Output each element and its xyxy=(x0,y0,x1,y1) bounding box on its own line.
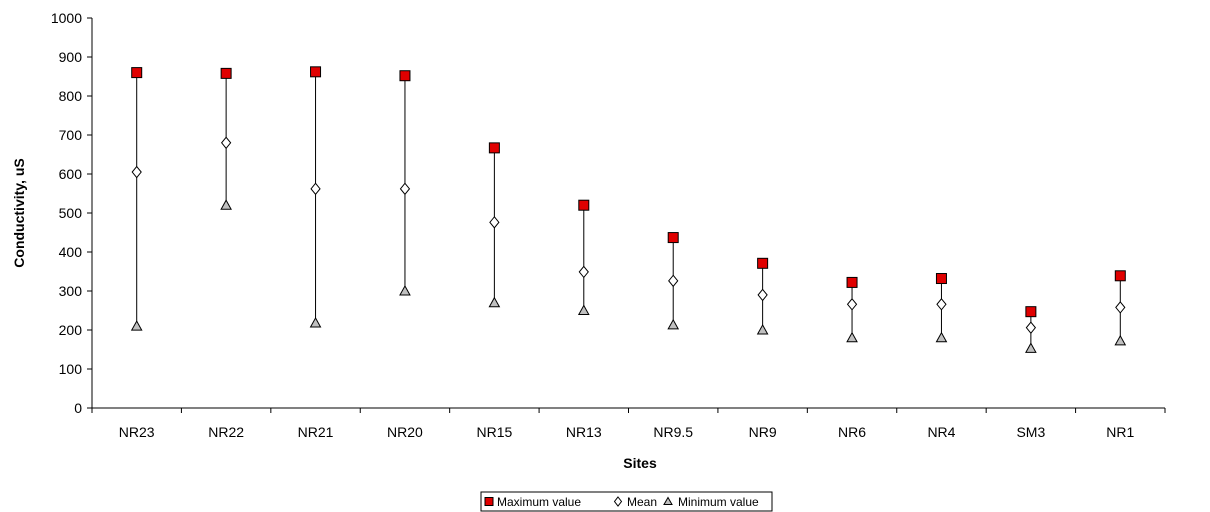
max-point xyxy=(310,66,322,78)
y-axis-title: Conductivity, uS xyxy=(11,158,27,267)
mean-point xyxy=(936,297,947,311)
x-tick-label: NR20 xyxy=(387,424,423,440)
legend-marker xyxy=(663,496,673,505)
mean-point xyxy=(131,165,142,179)
min-point xyxy=(935,331,948,343)
x-tick-label: NR21 xyxy=(298,424,334,440)
plot-area: 0 100 200 300 400 500 600 700 800 900 1000 NR23 NR22… xyxy=(51,10,1166,440)
min-point xyxy=(756,323,769,335)
y-tick-label: 1000 xyxy=(51,10,82,26)
x-tick-label: NR6 xyxy=(838,424,866,440)
x-tick-label: NR23 xyxy=(119,424,155,440)
mean-point xyxy=(310,182,321,196)
min-point xyxy=(399,284,411,296)
mean-point xyxy=(578,265,589,279)
y-tick-label: 400 xyxy=(59,244,83,260)
mean-point xyxy=(846,297,858,311)
mean-point xyxy=(668,274,679,288)
mean-point xyxy=(757,288,768,302)
legend-box xyxy=(480,491,773,512)
min-point xyxy=(1114,334,1127,346)
max-point xyxy=(1025,306,1037,318)
x-tick-label: NR4 xyxy=(927,424,955,440)
max-point xyxy=(131,67,143,79)
y-tick-label: 900 xyxy=(59,49,83,65)
y-tick-label: 500 xyxy=(59,205,83,221)
y-tick-label: 200 xyxy=(59,322,83,338)
x-tick-label: SM3 xyxy=(1016,424,1045,440)
x-tick-label: NR22 xyxy=(208,424,244,440)
x-tick-label: NR15 xyxy=(476,424,512,440)
max-point xyxy=(667,232,679,244)
mean-point xyxy=(1115,301,1126,314)
y-tick-label: 0 xyxy=(74,400,82,416)
max-point xyxy=(1114,270,1126,282)
min-point xyxy=(130,320,143,331)
x-axis-title: Sites xyxy=(623,455,657,471)
min-point xyxy=(846,331,858,343)
legend-label: Mean xyxy=(627,495,657,509)
min-point xyxy=(309,316,322,328)
legend-marker xyxy=(613,496,623,507)
legend-label: Maximum value xyxy=(497,495,581,509)
legend: Maximum value Mean Minimum value xyxy=(480,491,773,512)
min-point xyxy=(488,296,501,308)
max-point xyxy=(846,276,858,288)
mean-point xyxy=(1025,321,1037,334)
y-tick-label: 300 xyxy=(59,283,83,299)
max-point xyxy=(935,273,947,285)
min-point xyxy=(577,304,590,315)
max-point xyxy=(220,67,232,79)
x-tick-label: NR13 xyxy=(566,424,602,440)
min-point xyxy=(220,199,232,210)
min-point xyxy=(667,318,680,330)
y-tick-label: 100 xyxy=(59,361,83,377)
min-point xyxy=(1025,342,1037,353)
y-tick-label: 600 xyxy=(59,166,83,182)
y-tick-label: 700 xyxy=(59,127,83,143)
max-point xyxy=(399,70,411,82)
legend-marker xyxy=(484,497,494,506)
max-point xyxy=(578,199,590,211)
mean-point xyxy=(399,182,411,196)
mean-point xyxy=(220,136,232,150)
mean-point xyxy=(489,216,500,229)
legend-label: Minimum value xyxy=(678,495,759,509)
x-tick-label: NR9 xyxy=(749,424,777,440)
x-tick-label: NR9.5 xyxy=(653,424,693,440)
y-tick-label: 800 xyxy=(59,88,83,104)
max-point xyxy=(757,257,769,269)
max-point xyxy=(488,142,500,154)
x-tick-label: NR1 xyxy=(1106,424,1134,440)
